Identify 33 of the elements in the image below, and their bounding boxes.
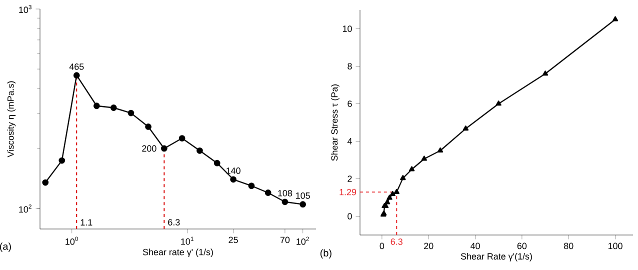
y-tick-label: 2 — [348, 176, 352, 182]
x-tick-label: 80 — [564, 242, 574, 250]
data-label: 200 — [142, 145, 156, 152]
x-tick-label: 10$^{2}$ — [296, 236, 309, 245]
data-label: 105 — [296, 192, 310, 199]
y-tick-label: 4 — [347, 138, 352, 144]
data-label: 108 — [278, 190, 292, 196]
annotation: 1.1 — [80, 219, 92, 226]
data-label: 465 — [69, 63, 84, 70]
x-tick-label: 0 — [380, 242, 384, 250]
y-axis-title: Viscosity η (mPa.s) — [7, 81, 16, 158]
x-tick-label: 60 — [517, 242, 527, 250]
x-axis-title: Shear Rate γ'(1/s) — [460, 252, 532, 262]
text: (b) — [320, 249, 332, 258]
x-tick-label: 25 — [228, 236, 238, 244]
x-tick-label: 100 — [608, 242, 622, 250]
data-label: 140 — [226, 168, 240, 174]
y-tick-label: 10 — [342, 26, 352, 32]
x-tick-label: 10$^{0}$ — [66, 236, 78, 245]
y-tick-label: 8 — [348, 63, 352, 70]
x-tick-label: 20 — [424, 242, 434, 250]
text: (a) — [0, 242, 11, 252]
y-tick-label: 0 — [348, 213, 352, 220]
x-tick-label: 40 — [470, 242, 480, 250]
y-tick-label: 10$^{3}$ — [19, 4, 32, 14]
x-tick-label: 10$^{1}$ — [181, 236, 194, 245]
y-axis-title: Shear Stress τ (Pa) — [331, 84, 340, 161]
y-tick-label: 6 — [348, 100, 352, 107]
annotation: 6.3 — [168, 219, 180, 226]
ref-line-label: 6.3 — [390, 238, 402, 245]
x-tick-label: 70 — [280, 236, 290, 244]
ref-line-label: 1.29 — [340, 188, 356, 196]
x-axis-title: Shear rate γ' (1/s) — [142, 248, 213, 258]
